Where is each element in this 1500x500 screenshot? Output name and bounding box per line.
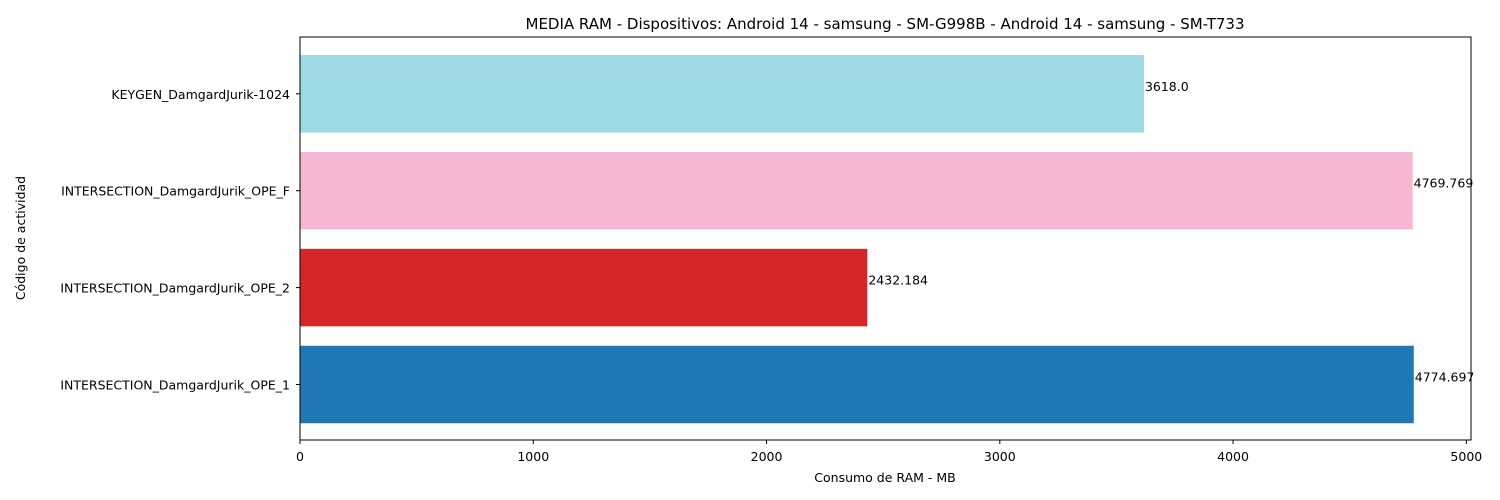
y-tick-label: INTERSECTION_DamgardJurik_OPE_2 <box>60 281 290 296</box>
bar-value-label: 4774.697 <box>1415 370 1475 385</box>
x-tick-label: 4000 <box>1217 449 1249 464</box>
y-tick-label: KEYGEN_DamgardJurik-1024 <box>111 87 290 102</box>
x-tick-label: 2000 <box>751 449 783 464</box>
x-tick-label: 0 <box>296 449 304 464</box>
y-tick-label: INTERSECTION_DamgardJurik_OPE_1 <box>60 378 290 393</box>
x-axis-label: Consumo de RAM - MB <box>814 470 955 485</box>
bar-value-label: 4769.769 <box>1414 176 1474 191</box>
y-tick-label: INTERSECTION_DamgardJurik_OPE_F <box>61 184 290 199</box>
y-axis-label: Código de actividad <box>13 176 28 300</box>
bar-3 <box>300 151 1413 230</box>
y-axis-ticks: INTERSECTION_DamgardJurik_OPE_1 INTERSECT… <box>60 87 300 393</box>
x-tick-label: 3000 <box>984 449 1016 464</box>
bar-2 <box>300 248 868 327</box>
x-tick-label: 1000 <box>517 449 549 464</box>
plot-frame <box>299 36 1472 441</box>
data-labels-group: 4774.697 2432.184 4769.769 3618.0 <box>868 79 1474 385</box>
chart-title: MEDIA RAM - Dispositivos: Android 14 - s… <box>526 15 1245 33</box>
bar-value-label: 2432.184 <box>868 273 928 288</box>
x-axis-ticks: 0 1000 2000 3000 4000 5000 <box>296 440 1482 464</box>
bar-1 <box>300 345 1414 424</box>
bars-group <box>300 55 1414 424</box>
x-tick-label: 5000 <box>1450 449 1482 464</box>
bar-value-label: 3618.0 <box>1145 79 1189 94</box>
bar-4 <box>300 55 1144 133</box>
